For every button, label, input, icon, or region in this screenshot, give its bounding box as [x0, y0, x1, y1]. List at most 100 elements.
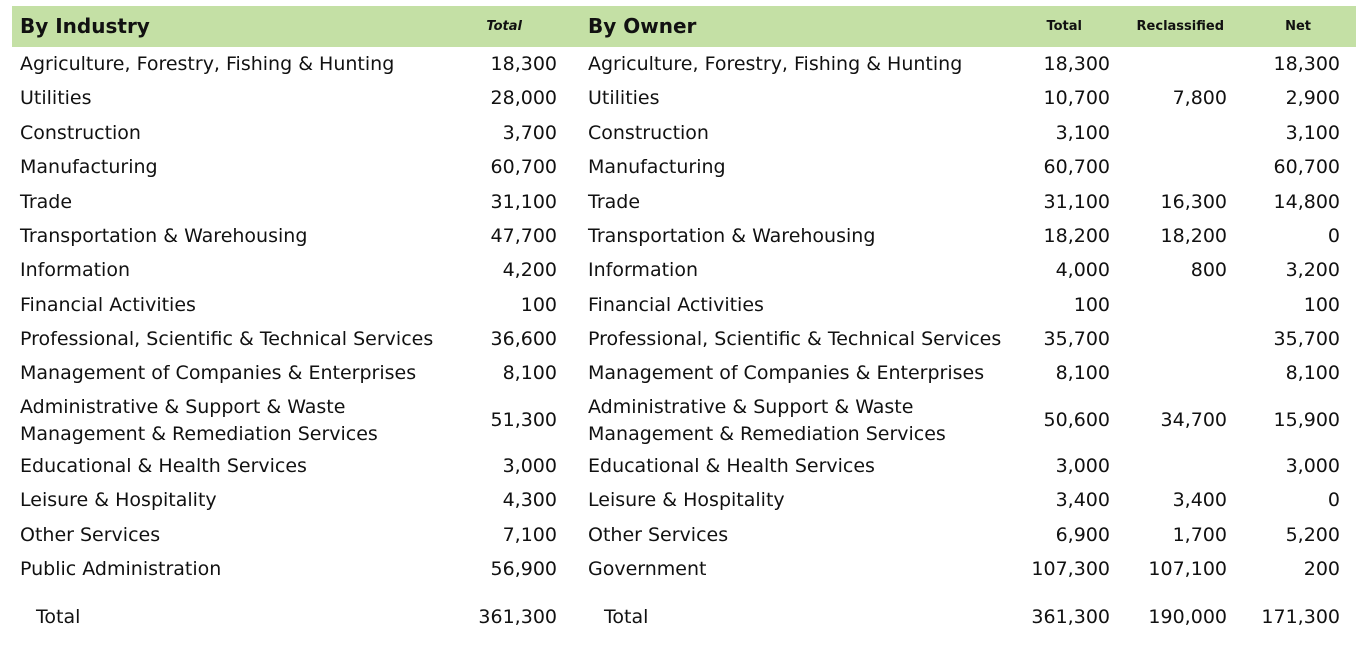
- table-row: Financial Activities 100 Financial Activit…: [0, 292, 1361, 319]
- owner-name-cell: Trade: [588, 191, 641, 213]
- table-row: Manufacturing 60,700 Manufacturing 60,700 60…: [0, 154, 1361, 181]
- owner-reclassified-total: 190,000: [1148, 606, 1227, 628]
- owner-total-cell: 18,200: [1043, 225, 1110, 247]
- table-row: Utilities 28,000 Utilities 10,700 7,800 2,900: [0, 85, 1361, 112]
- owner-net-cell: 14,800: [1273, 191, 1340, 213]
- table-header-band: [12, 6, 1356, 47]
- industry-total-cell: 100: [520, 294, 557, 316]
- industry-name-cell: Manufacturing: [20, 156, 158, 178]
- owner-total-cell: 100: [1073, 294, 1110, 316]
- industry-name-cell: Other Services: [20, 524, 161, 546]
- industry-total-cell: 28,000: [490, 87, 557, 109]
- owner-total-cell: 50,600: [1043, 409, 1110, 431]
- owner-net-cell: 8,100: [1285, 362, 1340, 384]
- industry-total-cell: 18,300: [490, 53, 557, 75]
- owner-title: By Owner: [588, 14, 697, 38]
- table-row: Public Administration 56,900 Government 107…: [0, 556, 1361, 583]
- owner-net-total: 171,300: [1261, 606, 1340, 628]
- owner-name-cell: Leisure & Hospitality: [588, 489, 785, 511]
- owner-name-cell: Government: [588, 558, 707, 580]
- owner-name-cell: Agriculture, Forestry, Fishing & Hunting: [588, 53, 963, 75]
- industry-name-cell: Construction: [20, 122, 141, 144]
- owner-name-cell: Management of Companies & Enterprises: [588, 362, 985, 384]
- industry-total-cell: 47,700: [490, 225, 557, 247]
- owner-reclassified-cell: 16,300: [1160, 191, 1227, 213]
- owner-net-cell: 3,100: [1285, 122, 1340, 144]
- owner-total-label: Total: [604, 606, 649, 628]
- table-row: Management of Companies & Enterprises 8,1…: [0, 360, 1361, 387]
- industry-total-cell: 36,600: [490, 328, 557, 350]
- owner-net-cell: 15,900: [1273, 409, 1340, 431]
- owner-total-cell: 8,100: [1055, 362, 1110, 384]
- industry-total-cell: 3,000: [502, 455, 557, 477]
- industry-name-cell: Financial Activities: [20, 294, 196, 316]
- industry-name-cell: Agriculture, Forestry, Fishing & Hunting: [20, 53, 395, 75]
- table-row: Professional, Scientific & Technical Ser…: [0, 326, 1361, 353]
- table-row: Other Services 7,100 Other Services 6,900 1,…: [0, 522, 1361, 549]
- industry-name-cell: Trade: [20, 191, 73, 213]
- industry-total-cell: 3,700: [502, 122, 557, 144]
- owner-total-cell: 107,300: [1031, 558, 1110, 580]
- owner-total-header: Total: [1046, 19, 1082, 34]
- industry-total-cell: 4,300: [502, 489, 557, 511]
- industry-total-cell: 8,100: [502, 362, 557, 384]
- owner-net-cell: 2,900: [1285, 87, 1340, 109]
- industry-total-cell: 4,200: [502, 259, 557, 281]
- table-row: Educational & Health Services 3,000 Educat…: [0, 453, 1361, 480]
- owner-reclassified-cell: 34,700: [1160, 409, 1227, 431]
- owner-net-header: Net: [1285, 19, 1311, 34]
- industry-name-cell: Public Administration: [20, 558, 222, 580]
- table-row: Information 4,200 Information 4,000 800 3,200: [0, 257, 1361, 284]
- owner-total-cell: 3,100: [1055, 122, 1110, 144]
- owner-net-cell: 35,700: [1273, 328, 1340, 350]
- industry-name-cell: Management of Companies & Enterprises: [20, 362, 417, 384]
- owner-net-cell: 200: [1303, 558, 1340, 580]
- industry-total-cell: 60,700: [490, 156, 557, 178]
- owner-net-cell: 3,200: [1285, 259, 1340, 281]
- owner-total-cell: 60,700: [1043, 156, 1110, 178]
- owner-total-cell: 18,300: [1043, 53, 1110, 75]
- industry-name-cell: Professional, Scientific & Technical Ser…: [20, 328, 434, 350]
- owner-reclassified-header: Reclassified: [1136, 19, 1224, 34]
- owner-name-cell: Transportation & Warehousing: [588, 225, 876, 247]
- owner-name-cell: Other Services: [588, 524, 729, 546]
- owner-net-cell: 3,000: [1285, 455, 1340, 477]
- industry-name-cell: Utilities: [20, 87, 92, 109]
- table-row: Agriculture, Forestry, Fishing & Hunting…: [0, 51, 1361, 78]
- owner-reclassified-cell: 1,700: [1172, 524, 1227, 546]
- owner-net-cell: 100: [1303, 294, 1340, 316]
- industry-name-cell: Information: [20, 259, 130, 281]
- owner-name-cell: Educational & Health Services: [588, 455, 875, 477]
- owner-reclassified-cell: 7,800: [1172, 87, 1227, 109]
- owner-name-cell: Financial Activities: [588, 294, 764, 316]
- owner-total-cell: 31,100: [1043, 191, 1110, 213]
- owner-net-cell: 18,300: [1273, 53, 1340, 75]
- owner-net-cell: 60,700: [1273, 156, 1340, 178]
- owner-reclassified-cell: 107,100: [1148, 558, 1227, 580]
- owner-total-cell: 35,700: [1043, 328, 1110, 350]
- industry-total-cell: 56,900: [490, 558, 557, 580]
- industry-name-cell: Leisure & Hospitality: [20, 489, 217, 511]
- table-row: Trade 31,100 Trade 31,100 16,300 14,800: [0, 189, 1361, 216]
- industry-name-cell: Transportation & Warehousing: [20, 225, 308, 247]
- owner-name-cell: Administrative & Support & Waste Managem…: [588, 396, 946, 445]
- industry-total-label: Total: [36, 606, 81, 628]
- industry-title: By Industry: [20, 14, 150, 38]
- owner-total-cell: 3,000: [1055, 455, 1110, 477]
- industry-total-cell: 51,300: [490, 409, 557, 431]
- industry-total-cell: 31,100: [490, 191, 557, 213]
- industry-total-cell: 7,100: [502, 524, 557, 546]
- owner-name-cell: Professional, Scientific & Technical Ser…: [588, 328, 1002, 350]
- owner-total-cell: 10,700: [1043, 87, 1110, 109]
- industry-name-cell: Educational & Health Services: [20, 455, 307, 477]
- table-row: Construction 3,700 Construction 3,100 3,100: [0, 120, 1361, 147]
- owner-reclassified-cell: 800: [1190, 259, 1227, 281]
- industry-grand-total: 361,300: [478, 606, 557, 628]
- owner-name-cell: Construction: [588, 122, 709, 144]
- industry-total-header: Total: [486, 19, 522, 34]
- owner-reclassified-cell: 3,400: [1172, 489, 1227, 511]
- industry-name-cell: Administrative & Support & Waste Managem…: [20, 396, 378, 445]
- table-row: Leisure & Hospitality 4,300 Leisure & Hosp…: [0, 487, 1361, 514]
- owner-total-cell: 6,900: [1055, 524, 1110, 546]
